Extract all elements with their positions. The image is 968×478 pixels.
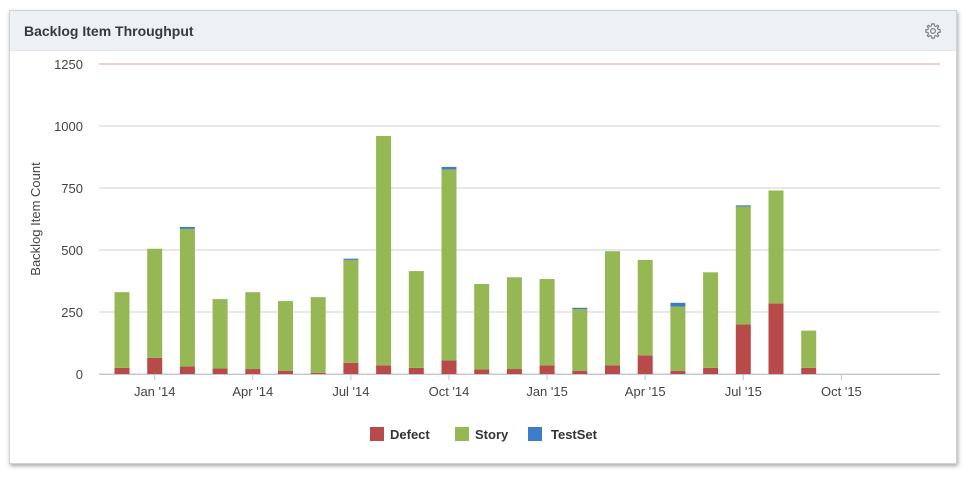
bar-story[interactable] — [474, 283, 490, 370]
legend-swatch — [370, 427, 384, 441]
x-tick-label: Oct '14 — [429, 384, 470, 399]
y-tick-label: 1250 — [54, 57, 83, 72]
bar-story[interactable] — [735, 206, 751, 325]
y-tick-label: 0 — [76, 367, 83, 382]
bars-layer — [114, 135, 817, 374]
legend: Defect Story TestSet — [370, 427, 598, 442]
y-tick-label: 500 — [61, 243, 83, 258]
legend-label: Story — [475, 427, 509, 442]
bar-story[interactable] — [408, 271, 424, 368]
bar-story[interactable] — [278, 301, 293, 372]
bar-defect[interactable] — [147, 357, 163, 374]
bar-defect[interactable] — [376, 365, 392, 374]
bar-testset[interactable] — [179, 226, 195, 229]
bar-defect[interactable] — [310, 372, 326, 374]
bar-story[interactable] — [768, 190, 784, 304]
bar-defect[interactable] — [212, 368, 228, 374]
bar-defect[interactable] — [637, 355, 653, 374]
legend-item-testset[interactable]: TestSet — [528, 427, 598, 442]
bar-defect[interactable] — [539, 365, 555, 374]
y-tick-label: 250 — [61, 305, 83, 320]
bar-defect[interactable] — [572, 371, 588, 374]
bar-story[interactable] — [539, 279, 555, 366]
bar-defect[interactable] — [343, 362, 359, 374]
legend-swatch — [455, 427, 469, 441]
y-axis: 0 250 500 750 1000 1250 — [54, 57, 83, 382]
bar-story[interactable] — [670, 306, 686, 372]
bar-testset[interactable] — [735, 205, 751, 207]
bar-story[interactable] — [343, 259, 359, 363]
bar-defect[interactable] — [605, 365, 620, 374]
panel-title: Backlog Item Throughput — [24, 22, 194, 39]
bar-defect[interactable] — [278, 371, 293, 374]
y-axis-title: Backlog Item Count — [28, 162, 43, 276]
legend-label: TestSet — [551, 427, 598, 442]
bar-story[interactable] — [441, 169, 457, 361]
legend-label: Defect — [390, 427, 430, 442]
bar-story[interactable] — [605, 251, 620, 366]
gear-icon[interactable] — [924, 22, 942, 40]
x-tick-label: Jul '14 — [332, 384, 369, 399]
bar-story[interactable] — [703, 272, 719, 368]
bar-testset[interactable] — [670, 302, 686, 307]
chart-panel: Backlog Item Throughput — [9, 10, 957, 464]
bar-defect[interactable] — [670, 371, 686, 374]
bar-story[interactable] — [147, 248, 163, 358]
x-tick-label: Jul '15 — [725, 384, 762, 399]
bar-defect[interactable] — [114, 367, 130, 374]
bar-story[interactable] — [245, 292, 261, 370]
x-tick-label: Apr '14 — [232, 384, 273, 399]
bar-testset[interactable] — [343, 258, 359, 260]
bar-story[interactable] — [114, 292, 130, 368]
bar-defect[interactable] — [245, 369, 261, 374]
bar-defect[interactable] — [801, 367, 817, 374]
bar-story[interactable] — [376, 135, 392, 366]
bar-testset[interactable] — [441, 166, 457, 170]
x-tick-label: Oct '15 — [821, 384, 862, 399]
bar-defect[interactable] — [179, 366, 195, 374]
x-tick-label: Jan '14 — [134, 384, 176, 399]
legend-item-story[interactable]: Story — [455, 427, 509, 442]
x-axis: Jan '14 Apr '14 Jul '14 Oct '14 Jan '15 Apr '… — [134, 374, 862, 399]
legend-item-defect[interactable]: Defect — [370, 427, 430, 442]
legend-swatch — [528, 427, 542, 441]
bar-story[interactable] — [179, 228, 195, 367]
bar-story[interactable] — [310, 297, 326, 373]
bar-story[interactable] — [637, 259, 653, 356]
bar-testset[interactable] — [572, 307, 588, 310]
bar-defect[interactable] — [735, 324, 751, 374]
bar-story[interactable] — [801, 330, 817, 368]
bar-defect[interactable] — [506, 369, 522, 374]
bar-defect[interactable] — [768, 303, 784, 374]
y-tick-label: 1000 — [54, 119, 83, 134]
y-tick-label: 750 — [61, 181, 83, 196]
bar-defect[interactable] — [703, 367, 719, 374]
bar-story[interactable] — [572, 309, 588, 372]
x-tick-label: Jan '15 — [526, 384, 568, 399]
x-tick-label: Apr '15 — [625, 384, 666, 399]
bar-defect[interactable] — [408, 367, 424, 374]
bar-defect[interactable] — [474, 369, 490, 374]
panel-header: Backlog Item Throughput — [10, 11, 956, 51]
bar-story[interactable] — [212, 299, 228, 369]
bar-story[interactable] — [506, 277, 522, 370]
bar-defect[interactable] — [441, 360, 457, 374]
